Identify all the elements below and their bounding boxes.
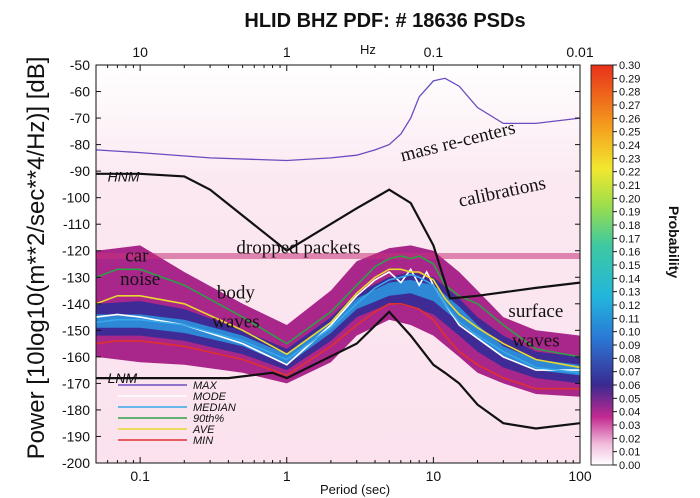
dropped-packets-band xyxy=(96,253,580,259)
annotation-label: waves xyxy=(512,330,559,351)
colorbar-tick-label: 0.06 xyxy=(619,380,640,392)
y-tick-label: -180 xyxy=(62,402,90,418)
legend-label: AVE xyxy=(192,424,215,436)
colorbar-tick-label: 0.05 xyxy=(619,393,640,405)
series-min-line xyxy=(96,303,580,390)
hnm-line xyxy=(96,172,580,300)
legend-label: 90th% xyxy=(193,413,224,425)
colorbar-tick-label: 0.18 xyxy=(619,220,640,232)
x-tick-label: 1 xyxy=(283,468,291,484)
series-median-line xyxy=(96,273,580,374)
x-tick-label: 0.1 xyxy=(130,468,150,484)
y-tick-label: -170 xyxy=(62,375,90,391)
colorbar-tick-label: 0.03 xyxy=(619,420,640,432)
top-tick-label: 0.01 xyxy=(566,44,593,60)
legend-label: MIN xyxy=(193,435,213,447)
series-ave-line xyxy=(96,268,580,369)
annotation-label: body xyxy=(217,282,256,303)
series-max-line xyxy=(96,77,580,162)
y-axis-ticks: -50 -60 -70 -80 -90 -100 -110 -120 -130 -140 -150 -… xyxy=(62,57,580,471)
x-tick-label: 100 xyxy=(568,468,592,484)
top-tick-label: 0.1 xyxy=(424,44,444,60)
colorbar-title: Probability xyxy=(666,206,682,279)
y-tick-label: -80 xyxy=(70,137,90,153)
top-tick-label: 1 xyxy=(283,44,291,60)
x-tick-label: 10 xyxy=(426,468,442,484)
x-axis-ticks: 0.1 1 10 100 xyxy=(95,65,592,484)
colorbar-tick-label: 0.08 xyxy=(619,353,640,365)
colorbar-tick-label: 0.14 xyxy=(619,273,640,285)
colorbar-tick-label: 0.28 xyxy=(619,87,640,99)
y-tick-label: -120 xyxy=(62,243,90,259)
y-tick-label: -130 xyxy=(62,269,90,285)
colorbar-tick-label: 0.01 xyxy=(619,447,640,459)
colorbar-tick-label: 0.27 xyxy=(619,100,640,112)
percentile-series xyxy=(96,77,580,390)
y-tick-label: -200 xyxy=(62,455,90,471)
colorbar-tick-label: 0.24 xyxy=(619,140,640,152)
colorbar-tick-label: 0.11 xyxy=(619,313,640,325)
colorbar-tick-label: 0.22 xyxy=(619,167,640,179)
y-tick-label: -60 xyxy=(70,84,90,100)
y-tick-label: -150 xyxy=(62,322,90,338)
top-tick-label: 10 xyxy=(132,44,148,60)
legend-label: MEDIAN xyxy=(193,402,236,414)
annotation-label: dropped packets xyxy=(236,237,360,258)
annotation-label: car xyxy=(125,245,149,266)
plot-frame xyxy=(95,64,581,464)
lnm-label: LNM xyxy=(108,370,138,386)
colorbar-tick-label: 0.19 xyxy=(619,207,640,219)
top-axis-ticks: 10 1 0.1 0.01 xyxy=(132,44,593,60)
y-tick-label: -160 xyxy=(62,349,90,365)
reference-models xyxy=(96,172,580,430)
lnm-line xyxy=(96,310,580,430)
top-axis-label: Hz xyxy=(360,42,376,57)
y-tick-label: -90 xyxy=(70,163,90,179)
colorbar-tick-label: 0.15 xyxy=(619,260,640,272)
colorbar-tick-label: 0.13 xyxy=(619,287,640,299)
annotation-label: waves xyxy=(212,312,259,333)
legend-label: MODE xyxy=(193,391,227,403)
series-90th-line xyxy=(96,255,580,358)
series-mode-line xyxy=(96,267,580,371)
colorbar-tick-label: 0.21 xyxy=(619,180,640,192)
colorbar-tick-label: 0.07 xyxy=(619,367,640,379)
y-axis-label: Power [10log10(m**2/sec**4/Hz)] [dB] xyxy=(23,57,50,460)
colorbar-tick-label: 0.10 xyxy=(619,327,640,339)
density-band-1 xyxy=(96,272,580,384)
colorbar-tick-label: 0.04 xyxy=(619,407,640,419)
colorbar-tick-label: 0.26 xyxy=(619,113,640,125)
y-tick-label: -100 xyxy=(62,190,90,206)
hnm-label: HNM xyxy=(108,168,140,184)
colorbar-tick-label: 0.12 xyxy=(619,300,640,312)
colorbar-tick-label: 0.02 xyxy=(619,433,640,445)
colorbar-tick-label: 0.23 xyxy=(619,153,640,165)
y-tick-label: -110 xyxy=(63,216,90,232)
annotation-label: noise xyxy=(120,269,160,290)
legend-label: MAX xyxy=(193,380,218,392)
y-tick-label: -70 xyxy=(70,110,90,126)
y-tick-label: -190 xyxy=(62,428,90,444)
x-axis-label: Period (sec) xyxy=(320,482,390,497)
chart-title: HLID BHZ PDF: # 18636 PSDs xyxy=(244,10,525,32)
colorbar-tick-label: 0.29 xyxy=(619,73,640,85)
colorbar-tick-label: 0.20 xyxy=(619,193,640,205)
colorbar-ticks: 0.300.29 0.280.270.26 0.250.240.23 0.220.21… xyxy=(613,60,640,472)
colorbar-tick-label: 0.25 xyxy=(619,127,640,139)
colorbar-tick-label: 0.30 xyxy=(619,60,640,72)
y-tick-label: -140 xyxy=(62,296,90,312)
colorbar-tick-label: 0.00 xyxy=(619,460,640,472)
colorbar-tick-label: 0.17 xyxy=(619,233,640,245)
colorbar-tick-label: 0.16 xyxy=(619,247,640,259)
y-tick-label: -50 xyxy=(70,57,90,73)
annotation-label: surface xyxy=(508,301,563,322)
colorbar-tick-label: 0.09 xyxy=(619,340,640,352)
colorbar xyxy=(590,64,614,466)
